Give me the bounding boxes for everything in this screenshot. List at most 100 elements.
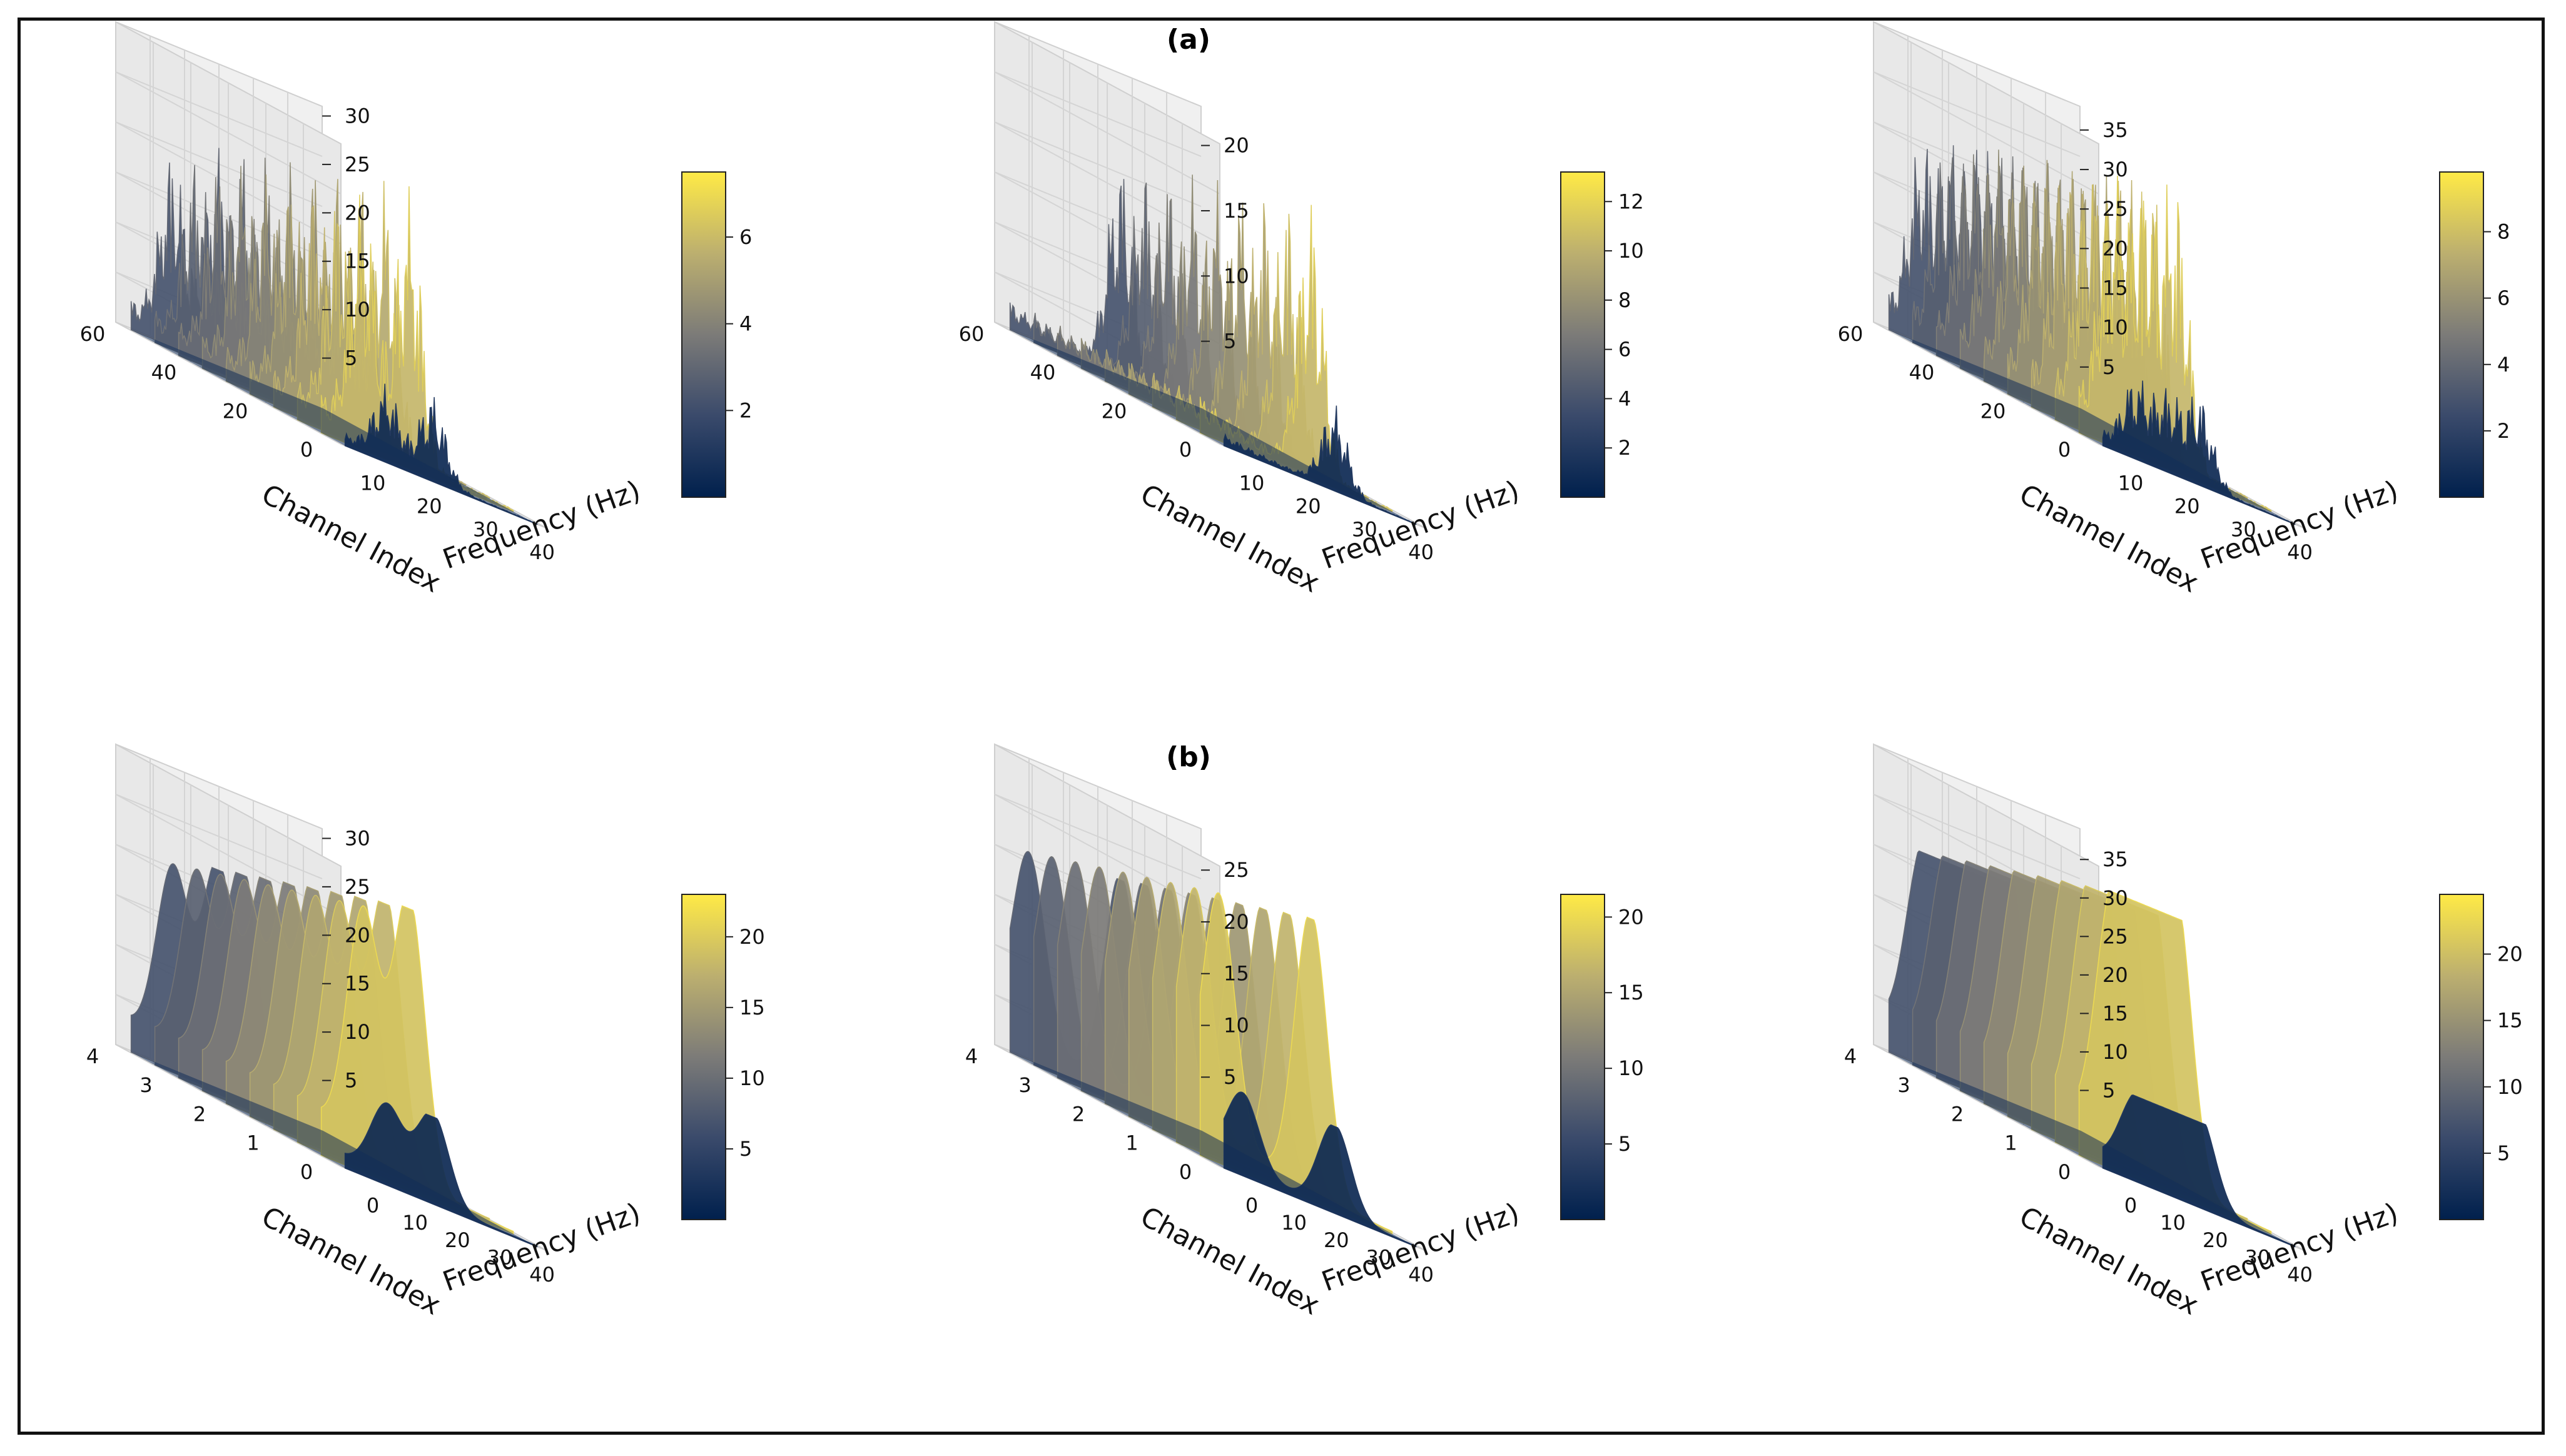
z-tick-label: 15 — [1224, 199, 1249, 223]
y-tick-label: 10 — [2118, 472, 2144, 495]
z-tick-label: 25 — [2102, 924, 2128, 948]
z-tick-label: 5 — [345, 346, 357, 370]
z-tick-label: 30 — [2102, 158, 2128, 181]
y-tick-label: 10 — [1239, 472, 1265, 495]
colorbar-tick-label: 5 — [739, 1137, 752, 1161]
colorbar — [1560, 894, 1605, 1220]
x-tick-label: 3 — [139, 1073, 152, 1097]
y-tick-label: 30 — [1366, 1246, 1392, 1270]
colorbar-tick-label: 15 — [1618, 981, 1644, 1004]
colorbar-tick-label: 8 — [1618, 288, 1631, 312]
x-tick-label: 60 — [1838, 322, 1864, 346]
colorbar-tick-label: 6 — [1618, 338, 1631, 361]
z-tick-label: 5 — [2102, 1078, 2115, 1102]
x-tick-label: 4 — [965, 1044, 978, 1068]
colorbar-tick-label: 2 — [739, 398, 752, 422]
colorbar-tick-label: 20 — [739, 925, 765, 949]
colorbar — [681, 171, 726, 498]
colorbar-tick-label: 2 — [2497, 419, 2510, 443]
z-tick-label: 25 — [345, 875, 370, 899]
x-tick-label: 40 — [1030, 361, 1056, 385]
z-tick-label: 25 — [345, 153, 370, 176]
z-tick-label: 5 — [345, 1069, 357, 1093]
y-tick-label: 30 — [1352, 517, 1377, 541]
surface-base — [1889, 330, 2295, 525]
x-tick-label: 0 — [300, 1160, 313, 1184]
y-tick-label: 10 — [1281, 1211, 1307, 1235]
x-tick-label: 2 — [1072, 1102, 1085, 1126]
x-tick-label: 20 — [223, 399, 248, 423]
y-tick-label: 20 — [2203, 1228, 2228, 1252]
colorbar-tick-label: 2 — [1618, 436, 1631, 460]
y-tick-label: 0 — [1245, 1194, 1258, 1218]
x-tick-label: 20 — [1980, 399, 2006, 423]
x-tick-label: 1 — [2004, 1131, 2017, 1155]
z-tick-label: 15 — [345, 972, 370, 996]
z-tick-label: 5 — [2102, 355, 2115, 379]
x-tick-label: 0 — [1179, 1160, 1192, 1184]
x-tick-label: 0 — [1179, 438, 1192, 462]
x-tick-label: 4 — [86, 1044, 99, 1068]
z-tick-label: 20 — [1224, 910, 1249, 934]
y-tick-label: 30 — [487, 1246, 513, 1270]
x-tick-label: 0 — [300, 438, 313, 462]
y-tick-label: 30 — [2231, 517, 2256, 541]
y-tick-label: 40 — [2287, 1263, 2313, 1287]
z-tick-label: 5 — [1224, 330, 1236, 353]
z-tick-label: 20 — [2102, 963, 2128, 987]
z-tick-label: 15 — [2102, 1001, 2128, 1025]
x-tick-label: 60 — [959, 322, 985, 346]
colorbar-tick-label: 8 — [2497, 220, 2510, 244]
z-tick-label: 35 — [2102, 847, 2128, 871]
y-tick-label: 20 — [2174, 494, 2200, 518]
y-tick-label: 10 — [2160, 1211, 2186, 1235]
colorbar-tick-label: 10 — [1618, 239, 1644, 263]
z-tick-label: 10 — [345, 1020, 370, 1044]
colorbar-tick-label: 5 — [1618, 1132, 1631, 1156]
surface-base — [131, 1052, 537, 1247]
colorbar-tick-label: 15 — [2497, 1009, 2523, 1033]
x-tick-label: 40 — [1909, 361, 1935, 385]
z-tick-label: 20 — [345, 923, 370, 947]
y-tick-label: 10 — [360, 472, 386, 495]
x-tick-label: 1 — [246, 1131, 259, 1155]
z-tick-label: 10 — [345, 298, 370, 321]
z-tick-label: 30 — [345, 826, 370, 850]
y-tick-label: 20 — [1324, 1228, 1349, 1252]
z-tick-label: 5 — [1224, 1065, 1236, 1089]
colorbar-tick-label: 4 — [2497, 353, 2510, 377]
x-tick-label: 40 — [151, 361, 177, 385]
y-tick-label: 20 — [445, 1228, 470, 1252]
z-tick-label: 20 — [1224, 134, 1249, 158]
surface-base — [131, 330, 537, 525]
row-b-label: (b) — [1166, 741, 1211, 773]
z-tick-label: 15 — [345, 250, 370, 273]
z-tick-label: 20 — [2102, 236, 2128, 260]
y-tick-label: 30 — [473, 517, 499, 541]
z-tick-label: 15 — [1224, 962, 1249, 986]
y-tick-label: 20 — [417, 494, 442, 518]
surface-base — [1010, 1052, 1416, 1247]
colorbar-tick-label: 10 — [2497, 1075, 2523, 1099]
y-tick-label: 10 — [402, 1211, 428, 1235]
x-tick-label: 3 — [1018, 1073, 1031, 1097]
colorbar-tick-label: 15 — [739, 996, 765, 1019]
colorbar — [1560, 171, 1605, 498]
colorbar-tick-label: 10 — [1618, 1056, 1644, 1080]
z-tick-label: 30 — [2102, 886, 2128, 910]
z-tick-label: 10 — [1224, 264, 1249, 288]
x-tick-label: 3 — [1897, 1073, 1910, 1097]
x-tick-label: 4 — [1844, 1044, 1857, 1068]
y-tick-label: 0 — [2124, 1194, 2137, 1218]
colorbar — [2439, 171, 2484, 498]
surface-base — [1889, 1052, 2295, 1247]
y-tick-label: 40 — [2287, 540, 2313, 564]
colorbar-tick-label: 6 — [2497, 286, 2510, 310]
z-tick-label: 25 — [1224, 858, 1249, 882]
y-tick-label: 40 — [529, 540, 555, 564]
